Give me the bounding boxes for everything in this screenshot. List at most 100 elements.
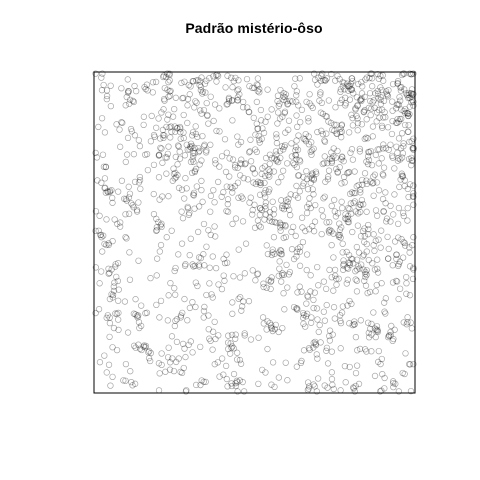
data-point [271, 383, 278, 391]
data-point [307, 148, 314, 155]
data-point [343, 248, 350, 256]
data-point [344, 302, 351, 309]
data-point [234, 94, 242, 101]
data-point [378, 122, 386, 130]
data-point [166, 88, 173, 95]
data-point [209, 294, 216, 301]
data-point [396, 258, 404, 265]
data-point [374, 90, 382, 97]
data-point [262, 203, 269, 210]
data-point [226, 173, 233, 180]
data-point [156, 152, 163, 159]
data-point [284, 284, 291, 291]
data-point [320, 159, 328, 167]
data-point [186, 209, 193, 217]
data-point [324, 360, 332, 367]
data-point [114, 297, 122, 304]
data-point [321, 77, 329, 84]
data-point [379, 145, 387, 152]
data-point [218, 355, 226, 362]
data-point [344, 265, 352, 272]
data-point [150, 161, 158, 169]
data-point [342, 211, 349, 218]
data-point [355, 204, 362, 211]
data-point [171, 267, 178, 275]
data-point [300, 173, 307, 181]
data-point [176, 155, 184, 162]
data-point [395, 101, 403, 108]
data-point [307, 173, 314, 180]
data-point [296, 262, 304, 269]
data-point [269, 327, 276, 335]
data-point [333, 130, 340, 137]
data-point [375, 236, 382, 243]
data-point [164, 317, 171, 324]
data-point [357, 186, 364, 193]
data-point [200, 314, 207, 321]
data-point [132, 344, 139, 351]
data-point [387, 218, 394, 225]
data-point [316, 97, 323, 104]
data-point [408, 70, 415, 78]
data-point [300, 347, 308, 354]
data-point [406, 263, 414, 270]
data-point [197, 381, 204, 389]
data-point [330, 254, 337, 261]
data-point [337, 88, 344, 96]
data-point [184, 203, 191, 211]
data-point [165, 143, 172, 150]
data-point [275, 249, 283, 256]
data-point [381, 385, 388, 392]
data-point [292, 75, 299, 82]
data-point [306, 100, 313, 107]
data-point [258, 117, 265, 124]
data-point [189, 261, 196, 268]
data-point [280, 146, 287, 153]
data-point [237, 294, 244, 301]
data-point [374, 265, 381, 272]
data-point [169, 177, 176, 184]
data-point [372, 288, 379, 295]
data-point [177, 129, 184, 136]
data-point [363, 116, 370, 123]
data-point [335, 231, 342, 239]
data-point [336, 75, 343, 83]
data-point [303, 203, 311, 211]
data-point [259, 125, 266, 132]
data-point [224, 208, 232, 215]
data-point [207, 337, 214, 344]
data-point [264, 318, 271, 325]
data-point [232, 74, 239, 82]
data-point [185, 341, 192, 349]
data-point [188, 169, 196, 177]
data-point [338, 134, 345, 141]
data-point [365, 160, 372, 168]
data-point [373, 109, 381, 116]
data-point [319, 213, 327, 220]
data-point [314, 81, 321, 88]
data-point [256, 205, 264, 212]
data-point [98, 115, 106, 122]
data-point [268, 277, 275, 284]
data-point [106, 188, 113, 196]
data-point [339, 266, 347, 273]
data-point [346, 129, 353, 136]
data-point [112, 263, 119, 270]
data-point [385, 255, 392, 262]
data-point [345, 83, 353, 90]
data-point [131, 132, 139, 139]
data-point [249, 267, 256, 274]
data-point [305, 133, 312, 140]
data-point [346, 297, 353, 305]
data-point [405, 193, 412, 201]
data-point [348, 300, 355, 308]
data-point [288, 228, 295, 236]
data-point [356, 345, 364, 353]
data-point [396, 115, 404, 123]
data-point [200, 307, 208, 315]
data-point [310, 228, 318, 235]
data-point [298, 288, 305, 295]
data-point [378, 280, 385, 287]
data-point [372, 333, 379, 341]
data-point [406, 244, 413, 251]
